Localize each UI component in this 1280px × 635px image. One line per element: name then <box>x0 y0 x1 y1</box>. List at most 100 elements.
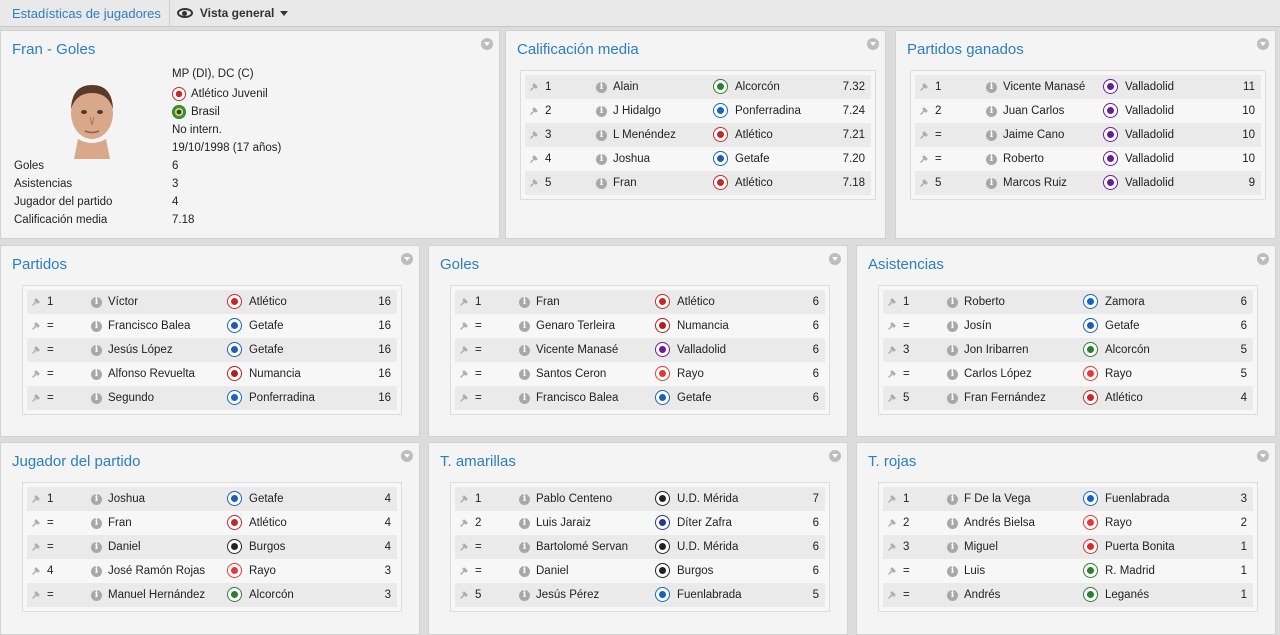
panel-title[interactable]: Calificación media <box>517 41 639 58</box>
player-name[interactable]: Roberto <box>964 296 1005 308</box>
table-row[interactable]: = i Manuel Hernández Alcorcón 3 <box>27 583 397 607</box>
table-row[interactable]: 3 i Jon Iribarren Alcorcón 5 <box>883 338 1253 362</box>
pin-icon[interactable] <box>919 82 929 92</box>
pin-icon[interactable] <box>31 321 41 331</box>
info-icon[interactable]: i <box>91 296 102 308</box>
pin-icon[interactable] <box>529 82 539 92</box>
panel-title[interactable]: T. amarillas <box>440 453 516 470</box>
panel-title[interactable]: Partidos ganados <box>907 41 1024 58</box>
club-name[interactable]: Alcorcón <box>735 81 780 93</box>
player-name[interactable]: Segundo <box>108 392 155 404</box>
panel-menu-icon[interactable] <box>401 450 413 462</box>
info-icon[interactable]: i <box>519 296 530 308</box>
club-name[interactable]: Atlético <box>735 129 773 141</box>
club-name[interactable]: Ponferradina <box>249 392 315 404</box>
pin-icon[interactable] <box>529 178 539 188</box>
pin-icon[interactable] <box>887 518 897 528</box>
info-icon[interactable]: i <box>947 368 958 380</box>
player-name[interactable]: Jon Iribarren <box>964 344 1029 356</box>
info-icon[interactable]: i <box>947 541 958 553</box>
club-name[interactable]: Puerta Bonita <box>1105 541 1175 553</box>
panel-menu-icon[interactable] <box>1257 38 1269 50</box>
club-name[interactable]: Valladolid <box>1125 105 1175 117</box>
table-row[interactable]: 4 i Joshua Getafe 7.20 <box>525 147 871 171</box>
club-name[interactable]: Atlético <box>249 296 287 308</box>
table-row[interactable]: 3 i Miguel Puerta Bonita 1 <box>883 535 1253 559</box>
club-name[interactable]: Valladolid <box>1125 81 1175 93</box>
pin-icon[interactable] <box>31 297 41 307</box>
table-row[interactable]: = i Vicente Manasé Valladolid 6 <box>455 338 825 362</box>
player-name[interactable]: Santos Ceron <box>536 368 607 380</box>
player-name[interactable]: Manuel Hernández <box>108 589 206 601</box>
pin-icon[interactable] <box>31 369 41 379</box>
pin-icon[interactable] <box>31 393 41 403</box>
pin-icon[interactable] <box>459 590 469 600</box>
table-row[interactable]: 2 i J Hidalgo Ponferradina 7.24 <box>525 99 871 123</box>
info-icon[interactable]: i <box>519 517 530 529</box>
info-icon[interactable]: i <box>947 296 958 308</box>
player-name[interactable]: Vicente Manasé <box>1003 81 1086 93</box>
panel-title[interactable]: Goles <box>440 256 480 273</box>
club-name[interactable]: Valladolid <box>677 344 727 356</box>
table-row[interactable]: 1 i Pablo Centeno U.D. Mérida 7 <box>455 487 825 511</box>
info-icon[interactable]: i <box>947 344 958 356</box>
panel-menu-icon[interactable] <box>1257 450 1269 462</box>
club-name[interactable]: Valladolid <box>1125 177 1175 189</box>
player-name[interactable]: Miguel <box>964 541 998 553</box>
table-row[interactable]: = i Luis R. Madrid 1 <box>883 559 1253 583</box>
club-name[interactable]: Getafe <box>735 153 770 165</box>
club-name[interactable]: Getafe <box>249 344 284 356</box>
club-name[interactable]: Getafe <box>677 392 712 404</box>
player-name[interactable]: Joshua <box>108 493 146 505</box>
info-icon[interactable]: i <box>986 129 997 141</box>
player-name[interactable]: Fran Fernández <box>964 392 1046 404</box>
table-row[interactable]: 1 i Fran Atlético 6 <box>455 290 825 314</box>
table-row[interactable]: 2 i Andrés Bielsa Rayo 2 <box>883 511 1253 535</box>
table-row[interactable]: = i Francisco Balea Getafe 6 <box>455 386 825 410</box>
player-name[interactable]: Daniel <box>108 541 141 553</box>
info-icon[interactable]: i <box>947 565 958 577</box>
player-name[interactable]: Roberto <box>1003 153 1044 165</box>
table-row[interactable]: 4 i José Ramón Rojas Rayo 3 <box>27 559 397 583</box>
info-icon[interactable]: i <box>91 517 102 529</box>
player-name[interactable]: Andrés Bielsa <box>964 517 1035 529</box>
info-icon[interactable]: i <box>91 368 102 380</box>
player-name[interactable]: Juan Carlos <box>1003 105 1065 117</box>
player-name[interactable]: Genaro Terleira <box>536 320 616 332</box>
player-name[interactable]: Marcos Ruiz <box>1003 177 1067 189</box>
table-row[interactable]: = i Segundo Ponferradina 16 <box>27 386 397 410</box>
player-nationality[interactable]: Brasil <box>172 105 220 119</box>
panel-title[interactable]: Asistencias <box>868 256 944 273</box>
pin-icon[interactable] <box>887 297 897 307</box>
info-icon[interactable]: i <box>947 589 958 601</box>
player-name[interactable]: Jaime Cano <box>1003 129 1065 141</box>
pin-icon[interactable] <box>919 106 929 116</box>
table-row[interactable]: 5 i Fran Atlético 7.18 <box>525 171 871 195</box>
panel-title[interactable]: T. rojas <box>868 453 917 470</box>
pin-icon[interactable] <box>887 590 897 600</box>
breadcrumb[interactable]: Estadísticas de jugadores <box>12 5 161 21</box>
table-row[interactable]: = i Francisco Balea Getafe 16 <box>27 314 397 338</box>
player-name[interactable]: Francisco Balea <box>108 320 191 332</box>
info-icon[interactable]: i <box>519 589 530 601</box>
table-row[interactable]: = i Carlos López Rayo 5 <box>883 362 1253 386</box>
pin-icon[interactable] <box>919 154 929 164</box>
pin-icon[interactable] <box>887 345 897 355</box>
profile-title[interactable]: Fran - Goles <box>12 41 96 58</box>
pin-icon[interactable] <box>31 518 41 528</box>
club-name[interactable]: Atlético <box>1105 392 1143 404</box>
info-icon[interactable]: i <box>947 493 958 505</box>
pin-icon[interactable] <box>887 542 897 552</box>
table-row[interactable]: 5 i Jesús Pérez Fuenlabrada 5 <box>455 583 825 607</box>
player-name[interactable]: Fran <box>536 296 560 308</box>
info-icon[interactable]: i <box>596 81 607 93</box>
table-row[interactable]: = i Daniel Burgos 4 <box>27 535 397 559</box>
club-name[interactable]: U.D. Mérida <box>677 493 739 505</box>
club-name[interactable]: Alcorcón <box>249 589 294 601</box>
info-icon[interactable]: i <box>91 565 102 577</box>
table-row[interactable]: = i Jaime Cano Valladolid 10 <box>915 123 1261 147</box>
panel-menu-icon[interactable] <box>1257 253 1269 265</box>
panel-menu-icon[interactable] <box>867 38 879 50</box>
pin-icon[interactable] <box>459 297 469 307</box>
club-name[interactable]: Atlético <box>249 517 287 529</box>
